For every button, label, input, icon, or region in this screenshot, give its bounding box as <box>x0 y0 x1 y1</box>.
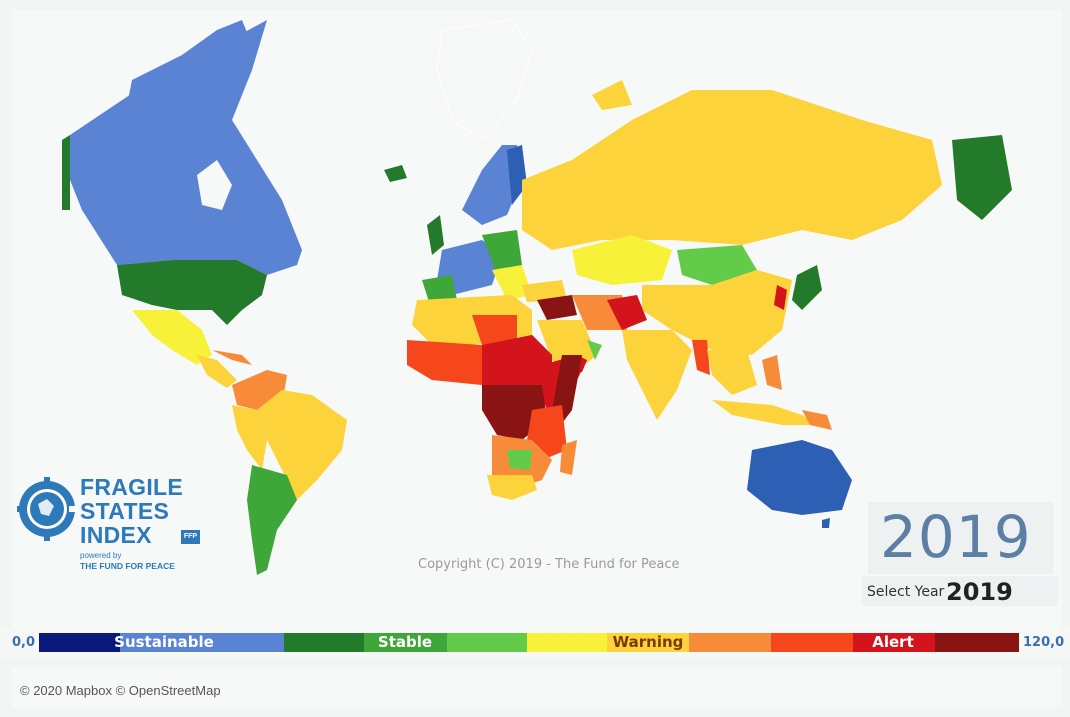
region-sudan-chad <box>482 335 552 395</box>
legend-max: 120,0 <box>1023 635 1065 650</box>
region-argentina-chile <box>247 465 297 575</box>
legend-swatch <box>607 633 689 652</box>
legend-swatch <box>364 633 447 652</box>
legend-swatch <box>689 633 771 652</box>
region-turkey <box>522 280 567 302</box>
legend-swatch <box>447 633 527 652</box>
copyright-text: Copyright (C) 2019 - The Fund for Peace <box>418 557 680 572</box>
region-chukotka <box>952 135 1012 220</box>
fsi-logo <box>14 474 214 578</box>
region-libya <box>472 315 517 345</box>
legend-swatch <box>771 633 853 652</box>
gear-globe-icon <box>17 477 77 541</box>
region-zambia-zim <box>507 450 532 470</box>
region-oman <box>587 340 602 360</box>
legend-swatch <box>120 633 284 652</box>
region-kazakhstan <box>572 235 672 285</box>
legend-label-stable: Stable <box>377 633 433 651</box>
region-canada <box>70 20 302 275</box>
region-canada-islands <box>127 20 252 110</box>
region-balkans <box>492 265 532 300</box>
logo-line-1: FRAGILE <box>80 474 184 500</box>
region-tasmania <box>822 518 830 528</box>
region-hudson-bay <box>197 160 232 210</box>
select-year-value[interactable]: 2019 <box>946 578 1013 606</box>
legend-color-bar <box>39 633 1019 652</box>
region-indonesia <box>712 400 817 425</box>
attribution-panel <box>12 667 1062 707</box>
region-uk <box>427 215 444 255</box>
region-japan <box>792 265 822 310</box>
region-china <box>642 270 792 355</box>
legend-min: 0,0 <box>12 635 36 650</box>
region-central-america <box>197 355 237 388</box>
logo-org: THE FUND FOR PEACE <box>80 561 175 571</box>
legend-swatch <box>284 633 364 652</box>
region-south-africa <box>487 475 537 500</box>
region-greenland-shape <box>436 19 533 141</box>
region-myanmar <box>692 340 710 375</box>
map-canvas[interactable] <box>12 10 1062 628</box>
legend-swatch <box>935 633 1019 652</box>
logo-badge: FFP <box>181 530 200 544</box>
legend-label-sustainable: Sustainable <box>114 633 214 651</box>
region-afghanistan <box>607 295 647 330</box>
year-display: 2019 <box>880 503 1032 571</box>
region-syria-iraq <box>537 295 577 320</box>
logo-line-2: STATES <box>80 498 170 524</box>
region-mexico <box>132 310 212 365</box>
region-peru-bolivia <box>232 405 267 470</box>
region-philippines <box>762 355 782 390</box>
region-iberia <box>422 275 457 305</box>
region-se-asia <box>707 350 757 395</box>
region-madagascar <box>560 440 577 475</box>
region-caribbean <box>212 350 252 365</box>
legend-label-alert: Alert <box>872 633 914 651</box>
world-choropleth-map[interactable] <box>12 10 1062 628</box>
legend-swatch <box>853 633 935 652</box>
year-display-panel <box>868 502 1054 574</box>
region-brazil <box>257 390 347 500</box>
year-selector[interactable] <box>862 576 1058 606</box>
region-scandinavia <box>462 145 522 225</box>
region-australia <box>747 440 852 515</box>
region-central-europe <box>482 230 522 275</box>
map-attribution[interactable]: © 2020 Mapbox © OpenStreetMap <box>20 683 221 698</box>
logo-powered-by: powered by <box>80 551 122 560</box>
legend-label-warning: Warning <box>612 633 684 651</box>
region-usa <box>117 260 267 325</box>
logo-line-3: INDEX <box>80 522 152 548</box>
legend-swatch <box>39 633 120 652</box>
region-png <box>802 410 832 430</box>
region-mongolia <box>677 245 757 285</box>
region-iceland <box>384 165 407 182</box>
region-alaska <box>62 135 70 210</box>
region-korea <box>774 285 787 310</box>
select-year-label: Select Year <box>867 584 945 600</box>
region-arctic-islands <box>592 80 632 110</box>
legend-swatch <box>527 633 607 652</box>
region-russia <box>522 90 942 250</box>
region-india <box>622 330 692 420</box>
